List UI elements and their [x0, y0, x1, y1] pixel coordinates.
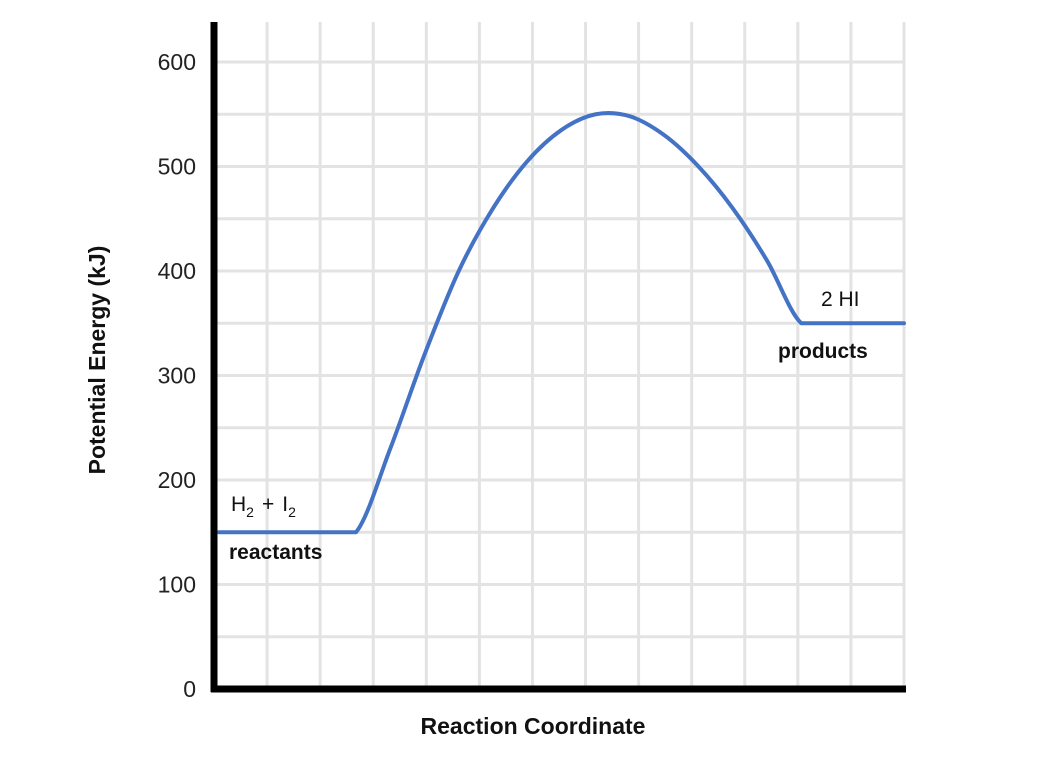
reactants-label: reactants	[229, 541, 322, 564]
products-label: products	[778, 340, 868, 363]
y-tick-label: 300	[158, 363, 196, 389]
y-axis-title: Potential Energy (kJ)	[84, 246, 110, 475]
reactants-h: H	[231, 493, 246, 516]
y-tick-label: 100	[158, 572, 196, 598]
reactants-h-subscript: 2	[246, 504, 254, 520]
grid	[212, 22, 906, 689]
reactants-i-subscript: 2	[288, 504, 296, 520]
x-axis-title: Reaction Coordinate	[421, 713, 646, 739]
reactants-plus: +	[262, 493, 274, 516]
reactants-formula: H2 + I2	[231, 493, 296, 520]
energy-curve	[217, 110, 906, 535]
y-tick-label: 200	[158, 467, 196, 493]
y-tick-label: 500	[158, 154, 196, 180]
y-ticks: 0 100 200 300 400 500 600	[158, 49, 196, 702]
y-tick-label: 600	[158, 49, 196, 75]
products-formula: 2 HI	[821, 288, 860, 311]
reactants-i: I	[282, 493, 288, 516]
y-tick-label: 400	[158, 258, 196, 284]
y-tick-label: 0	[183, 676, 196, 702]
